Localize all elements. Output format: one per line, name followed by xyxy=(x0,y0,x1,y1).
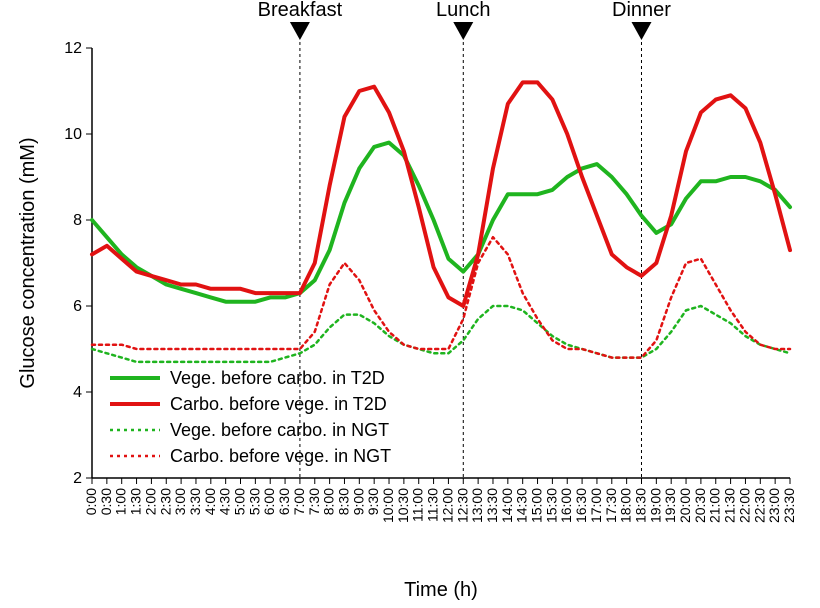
x-tick-label: 3:00 xyxy=(172,488,188,515)
x-tick-label: 12:30 xyxy=(454,488,470,523)
legend-label: Vege. before carbo. in T2D xyxy=(170,368,385,388)
x-tick-label: 23:30 xyxy=(781,488,797,523)
x-tick-label: 2:30 xyxy=(157,488,173,515)
y-tick-label: 6 xyxy=(73,298,82,315)
legend-label: Carbo. before vege. in T2D xyxy=(170,394,387,414)
x-tick-label: 6:30 xyxy=(276,488,292,515)
x-tick-label: 18:30 xyxy=(632,488,648,523)
x-tick-label: 17:30 xyxy=(603,488,619,523)
x-tick-label: 7:30 xyxy=(306,488,322,515)
x-tick-label: 5:30 xyxy=(246,488,262,515)
x-tick-label: 22:30 xyxy=(751,488,767,523)
y-tick-label: 2 xyxy=(73,470,82,487)
x-tick-label: 8:00 xyxy=(321,488,337,515)
x-tick-label: 14:30 xyxy=(514,488,530,523)
x-tick-label: 15:30 xyxy=(543,488,559,523)
x-tick-label: 0:30 xyxy=(98,488,114,515)
x-tick-label: 9:00 xyxy=(350,488,366,515)
series-carbo_t2d xyxy=(92,82,790,306)
legend-label: Carbo. before vege. in NGT xyxy=(170,446,391,466)
x-tick-label: 23:00 xyxy=(766,488,782,523)
meal-marker-icon xyxy=(290,22,310,40)
meal-marker-icon xyxy=(631,22,651,40)
x-tick-label: 0:00 xyxy=(83,488,99,515)
x-tick-label: 9:30 xyxy=(365,488,381,515)
x-tick-label: 16:30 xyxy=(573,488,589,523)
y-tick-label: 10 xyxy=(64,126,82,143)
x-tick-label: 11:00 xyxy=(410,488,426,522)
y-axis-title: Glucose concentration (mM) xyxy=(17,137,39,388)
x-tick-label: 8:30 xyxy=(335,488,351,515)
x-tick-label: 4:30 xyxy=(217,488,233,515)
y-tick-label: 8 xyxy=(73,212,82,229)
x-tick-label: 10:30 xyxy=(395,488,411,523)
x-tick-label: 21:30 xyxy=(722,488,738,523)
series-vege_ngt xyxy=(92,306,790,362)
x-tick-label: 3:30 xyxy=(187,488,203,515)
x-tick-label: 19:30 xyxy=(662,488,678,523)
legend-label: Vege. before carbo. in NGT xyxy=(170,420,389,440)
x-tick-label: 6:00 xyxy=(261,488,277,515)
x-tick-label: 2:00 xyxy=(142,488,158,515)
x-tick-label: 14:00 xyxy=(499,488,515,523)
meal-label: Dinner xyxy=(612,0,671,21)
x-tick-label: 1:30 xyxy=(128,488,144,515)
x-tick-label: 21:00 xyxy=(707,488,723,523)
x-tick-label: 5:00 xyxy=(232,488,248,515)
x-tick-label: 12:00 xyxy=(439,488,455,523)
x-tick-label: 1:00 xyxy=(113,488,129,515)
x-tick-label: 15:00 xyxy=(529,488,545,523)
y-tick-label: 12 xyxy=(64,40,82,57)
x-tick-label: 7:00 xyxy=(291,488,307,515)
x-axis-title: Time (h) xyxy=(404,579,478,601)
x-tick-label: 17:00 xyxy=(588,488,604,523)
meal-label: Lunch xyxy=(436,0,491,21)
x-tick-label: 16:00 xyxy=(558,488,574,523)
x-tick-label: 20:00 xyxy=(677,488,693,523)
meal-label: Breakfast xyxy=(258,0,343,21)
x-tick-label: 11:30 xyxy=(425,488,441,522)
x-tick-label: 19:00 xyxy=(647,488,663,523)
y-tick-label: 4 xyxy=(73,384,82,401)
x-tick-label: 18:00 xyxy=(618,488,634,523)
meal-marker-icon xyxy=(453,22,473,40)
x-tick-label: 10:00 xyxy=(380,488,396,523)
x-tick-label: 13:30 xyxy=(484,488,500,523)
x-tick-label: 20:30 xyxy=(692,488,708,523)
x-tick-label: 22:00 xyxy=(736,488,752,523)
series-carbo_ngt xyxy=(92,237,790,357)
x-tick-label: 13:00 xyxy=(469,488,485,523)
x-tick-label: 4:00 xyxy=(202,488,218,515)
glucose-chart: 2 4 6 8 10 12 Glucose concentration (mM) 0:000:… xyxy=(0,0,820,608)
